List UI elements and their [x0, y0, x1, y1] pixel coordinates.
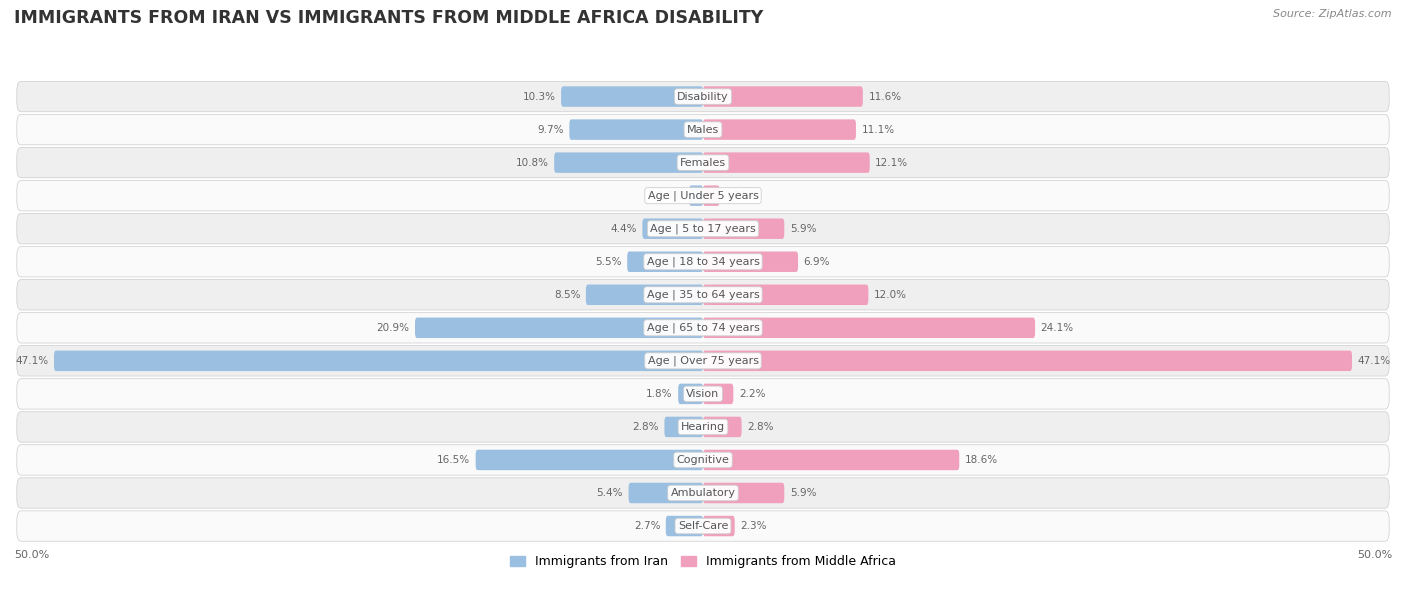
FancyBboxPatch shape	[703, 516, 735, 536]
FancyBboxPatch shape	[703, 285, 869, 305]
Text: 6.9%: 6.9%	[804, 257, 830, 267]
FancyBboxPatch shape	[678, 384, 703, 404]
FancyBboxPatch shape	[703, 252, 799, 272]
Text: 2.8%: 2.8%	[633, 422, 659, 432]
Text: Source: ZipAtlas.com: Source: ZipAtlas.com	[1274, 9, 1392, 19]
FancyBboxPatch shape	[17, 147, 1389, 178]
Text: Self-Care: Self-Care	[678, 521, 728, 531]
Text: Vision: Vision	[686, 389, 720, 399]
FancyBboxPatch shape	[53, 351, 703, 371]
Text: Age | 35 to 64 years: Age | 35 to 64 years	[647, 289, 759, 300]
FancyBboxPatch shape	[703, 318, 1035, 338]
FancyBboxPatch shape	[703, 119, 856, 140]
Text: 8.5%: 8.5%	[554, 289, 581, 300]
FancyBboxPatch shape	[17, 445, 1389, 475]
FancyBboxPatch shape	[703, 218, 785, 239]
FancyBboxPatch shape	[554, 152, 703, 173]
FancyBboxPatch shape	[703, 185, 720, 206]
Text: 47.1%: 47.1%	[15, 356, 48, 366]
Text: Males: Males	[688, 125, 718, 135]
Text: Hearing: Hearing	[681, 422, 725, 432]
Text: 5.5%: 5.5%	[595, 257, 621, 267]
Text: 5.9%: 5.9%	[790, 224, 817, 234]
FancyBboxPatch shape	[17, 247, 1389, 277]
FancyBboxPatch shape	[643, 218, 703, 239]
Text: 2.7%: 2.7%	[634, 521, 661, 531]
Text: 12.1%: 12.1%	[875, 158, 908, 168]
FancyBboxPatch shape	[666, 516, 703, 536]
Text: Age | 5 to 17 years: Age | 5 to 17 years	[650, 223, 756, 234]
Text: Age | Under 5 years: Age | Under 5 years	[648, 190, 758, 201]
Text: 47.1%: 47.1%	[1358, 356, 1391, 366]
Text: 2.8%: 2.8%	[747, 422, 773, 432]
FancyBboxPatch shape	[665, 417, 703, 437]
Text: 10.8%: 10.8%	[516, 158, 548, 168]
FancyBboxPatch shape	[703, 483, 785, 503]
Legend: Immigrants from Iran, Immigrants from Middle Africa: Immigrants from Iran, Immigrants from Mi…	[505, 550, 901, 573]
FancyBboxPatch shape	[17, 214, 1389, 244]
FancyBboxPatch shape	[17, 346, 1389, 376]
FancyBboxPatch shape	[415, 318, 703, 338]
Text: IMMIGRANTS FROM IRAN VS IMMIGRANTS FROM MIDDLE AFRICA DISABILITY: IMMIGRANTS FROM IRAN VS IMMIGRANTS FROM …	[14, 9, 763, 27]
Text: Females: Females	[681, 158, 725, 168]
FancyBboxPatch shape	[689, 185, 703, 206]
FancyBboxPatch shape	[628, 483, 703, 503]
FancyBboxPatch shape	[703, 86, 863, 107]
FancyBboxPatch shape	[475, 450, 703, 470]
Text: Age | Over 75 years: Age | Over 75 years	[648, 356, 758, 366]
FancyBboxPatch shape	[17, 114, 1389, 145]
FancyBboxPatch shape	[703, 351, 1353, 371]
FancyBboxPatch shape	[17, 313, 1389, 343]
FancyBboxPatch shape	[17, 478, 1389, 508]
FancyBboxPatch shape	[703, 417, 741, 437]
FancyBboxPatch shape	[627, 252, 703, 272]
Text: 16.5%: 16.5%	[437, 455, 470, 465]
Text: Disability: Disability	[678, 92, 728, 102]
Text: 1.0%: 1.0%	[658, 191, 683, 201]
Text: 4.4%: 4.4%	[610, 224, 637, 234]
FancyBboxPatch shape	[17, 280, 1389, 310]
FancyBboxPatch shape	[569, 119, 703, 140]
Text: 24.1%: 24.1%	[1040, 323, 1074, 333]
FancyBboxPatch shape	[17, 81, 1389, 112]
Text: Age | 65 to 74 years: Age | 65 to 74 years	[647, 323, 759, 333]
Text: 5.4%: 5.4%	[596, 488, 623, 498]
Text: 10.3%: 10.3%	[523, 92, 555, 102]
FancyBboxPatch shape	[17, 412, 1389, 442]
FancyBboxPatch shape	[703, 450, 959, 470]
Text: 20.9%: 20.9%	[377, 323, 409, 333]
FancyBboxPatch shape	[17, 181, 1389, 211]
Text: 9.7%: 9.7%	[537, 125, 564, 135]
FancyBboxPatch shape	[586, 285, 703, 305]
Text: 5.9%: 5.9%	[790, 488, 817, 498]
Text: 18.6%: 18.6%	[965, 455, 998, 465]
Text: 2.3%: 2.3%	[740, 521, 766, 531]
FancyBboxPatch shape	[703, 152, 870, 173]
FancyBboxPatch shape	[17, 379, 1389, 409]
FancyBboxPatch shape	[561, 86, 703, 107]
Text: 1.8%: 1.8%	[647, 389, 672, 399]
Text: 12.0%: 12.0%	[875, 289, 907, 300]
Text: Cognitive: Cognitive	[676, 455, 730, 465]
Text: 11.1%: 11.1%	[862, 125, 894, 135]
Text: Ambulatory: Ambulatory	[671, 488, 735, 498]
FancyBboxPatch shape	[703, 384, 734, 404]
Text: Age | 18 to 34 years: Age | 18 to 34 years	[647, 256, 759, 267]
Text: 2.2%: 2.2%	[738, 389, 765, 399]
Text: 50.0%: 50.0%	[1357, 550, 1392, 560]
FancyBboxPatch shape	[17, 511, 1389, 541]
Text: 1.2%: 1.2%	[725, 191, 752, 201]
Text: 50.0%: 50.0%	[14, 550, 49, 560]
Text: 11.6%: 11.6%	[869, 92, 901, 102]
